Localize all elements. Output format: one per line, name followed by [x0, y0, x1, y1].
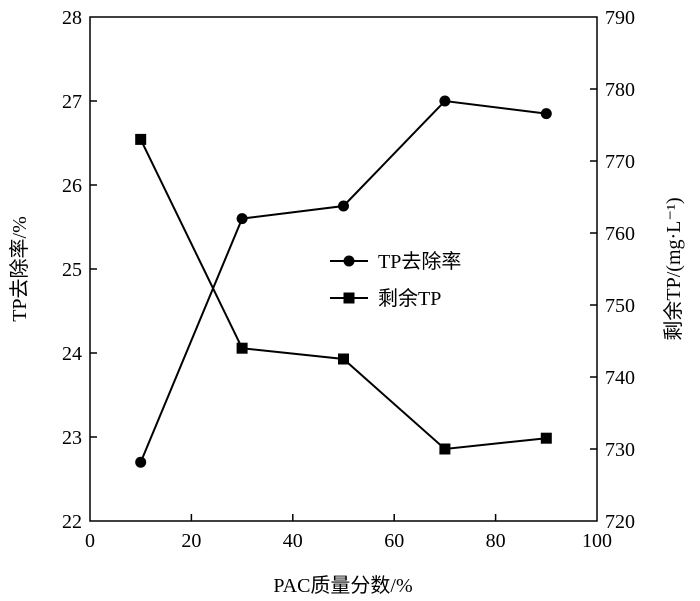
- right-tick-label: 730: [605, 439, 635, 461]
- left-tick-label: 28: [62, 7, 82, 29]
- right-tick-label: 720: [605, 511, 635, 533]
- series-layer: [135, 95, 552, 468]
- data-point-circle: [236, 213, 248, 225]
- left-tick-label: 23: [62, 427, 82, 449]
- legend-label-residual-tp: 剩余TP: [378, 287, 441, 310]
- legend-marker-square: [343, 292, 355, 304]
- right-tick-label: 740: [605, 367, 635, 389]
- data-point-circle: [439, 95, 451, 107]
- left-tick-label: 26: [62, 175, 82, 197]
- data-point-circle: [540, 108, 552, 120]
- data-point-square: [540, 432, 552, 444]
- plot-frame: [89, 16, 598, 522]
- x-tick-label: 20: [181, 530, 201, 552]
- x-tick-label: 80: [486, 530, 506, 552]
- data-point-circle: [135, 456, 147, 468]
- data-point-circle: [338, 200, 349, 212]
- right-tick-label: 780: [605, 79, 635, 101]
- x-tick-label: 100: [582, 530, 612, 552]
- left-axis-ticks: 22 23 24 25 26 27 28: [62, 7, 97, 533]
- data-point-square: [135, 133, 147, 145]
- data-point-square: [338, 353, 349, 365]
- left-tick-label: 27: [62, 91, 82, 113]
- left-tick-label: 22: [62, 511, 82, 533]
- data-point-square: [439, 443, 451, 455]
- right-axis-title: 剩余TP/(mg·L⁻¹): [662, 197, 685, 340]
- x-axis-ticks: 0 20 40 60 80 100: [85, 514, 612, 552]
- x-tick-label: 60: [384, 530, 404, 552]
- legend-marker-circle: [343, 255, 355, 267]
- right-tick-label: 790: [605, 7, 635, 29]
- right-axis-ticks: 720 730 740 750 760 770 780 790: [590, 7, 635, 533]
- right-tick-label: 750: [605, 295, 635, 317]
- x-tick-label: 0: [85, 530, 95, 552]
- data-point-square: [236, 342, 248, 354]
- x-axis-title: PAC质量分数/%: [273, 574, 412, 597]
- x-tick-label: 40: [283, 530, 303, 552]
- left-axis-title: TP去除率/%: [8, 216, 31, 322]
- legend-label-removal-rate: TP去除率: [378, 250, 461, 273]
- series-line-removal-rate: [139, 99, 547, 463]
- right-tick-label: 770: [605, 151, 635, 173]
- right-tick-label: 760: [605, 223, 635, 245]
- left-tick-label: 25: [62, 259, 82, 281]
- left-tick-label: 24: [62, 343, 82, 365]
- legend: TP去除率 剩余TP: [330, 250, 461, 310]
